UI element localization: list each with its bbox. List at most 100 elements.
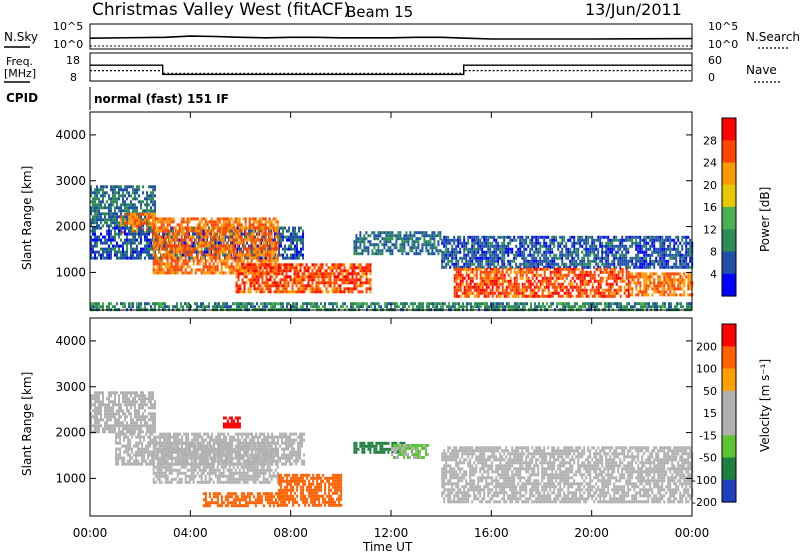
heatmap-cell <box>294 244 296 248</box>
heatmap-cell <box>471 250 474 254</box>
heatmap-cell <box>443 256 446 260</box>
heatmap-cell <box>266 241 268 245</box>
heatmap-cell <box>585 270 588 274</box>
heatmap-cell <box>220 241 222 245</box>
heatmap-cell <box>246 253 249 257</box>
heatmap-cell <box>539 247 542 251</box>
heatmap-cell <box>218 235 220 239</box>
heatmap-cell <box>445 265 448 269</box>
heatmap-cell <box>537 273 540 277</box>
heatmap-cell <box>541 276 544 280</box>
heatmap-cell <box>208 305 210 309</box>
heatmap-cell <box>126 203 128 207</box>
heatmap-cell <box>200 226 203 230</box>
heatmap-cell <box>483 244 486 248</box>
heatmap-cell <box>242 253 245 257</box>
heatmap-cell <box>134 256 136 260</box>
heatmap-cell <box>180 229 183 233</box>
heatmap-cell <box>581 279 584 283</box>
heatmap-cell <box>539 294 542 298</box>
heatmap-cell <box>118 185 120 189</box>
heatmap-cell <box>675 259 678 263</box>
heatmap-cell <box>457 238 460 242</box>
heatmap-cell <box>102 241 104 245</box>
heatmap-cell <box>659 259 662 263</box>
heatmap-cell <box>637 272 640 276</box>
heatmap-cell <box>653 278 656 282</box>
heatmap-cell <box>541 262 544 266</box>
heatmap-cell <box>631 241 634 245</box>
heatmap-cell <box>168 220 171 224</box>
heatmap-cell <box>679 278 682 282</box>
heatmap-cell <box>226 305 228 309</box>
heatmap-cell <box>689 272 692 276</box>
heatmap-cell <box>200 302 202 306</box>
heatmap-cell <box>116 256 118 260</box>
heatmap-cell <box>160 268 163 272</box>
heatmap-cell <box>411 237 414 241</box>
heatmap-cell <box>531 244 534 248</box>
heatmap-cell <box>274 220 277 224</box>
heatmap-cell <box>90 221 92 225</box>
heatmap-cell <box>491 288 494 292</box>
heatmap-cell <box>96 241 98 245</box>
heatmap-cell <box>349 287 352 291</box>
heatmap-cell <box>511 247 514 251</box>
heatmap-cell <box>379 234 382 238</box>
heatmap-cell <box>243 272 246 276</box>
heatmap-cell <box>581 235 584 239</box>
heatmap-cell <box>120 215 123 219</box>
heatmap-cell <box>497 282 500 286</box>
heatmap-cell <box>272 226 275 230</box>
heatmap-cell <box>687 247 690 251</box>
heatmap-cell <box>202 262 205 266</box>
heatmap-cell <box>196 259 199 263</box>
heatmap-cell <box>529 288 532 292</box>
heatmap-cell <box>248 302 250 306</box>
heatmap-cell <box>212 226 215 230</box>
heatmap-cell <box>669 235 672 239</box>
heatmap-cell <box>136 206 138 210</box>
heatmap-cell <box>202 217 205 221</box>
heatmap-cell <box>537 253 540 257</box>
heatmap-cell <box>140 226 142 230</box>
heatmap-cell <box>100 305 102 309</box>
heatmap-cell <box>571 262 574 266</box>
heatmap-cell <box>234 241 237 245</box>
heatmap-cell <box>102 250 104 254</box>
heatmap-cell <box>236 253 239 257</box>
heatmap-cell <box>90 206 92 210</box>
heatmap-cell <box>301 275 304 279</box>
heatmap-cell <box>186 250 188 254</box>
heatmap-cell <box>553 256 556 260</box>
heatmap-cell <box>98 200 100 204</box>
heatmap-cell <box>148 250 150 254</box>
heatmap-cell <box>260 253 263 257</box>
heatmap-cell <box>218 229 221 233</box>
heatmap-cell <box>457 235 460 239</box>
heatmap-cell <box>339 278 342 282</box>
heatmap-cell <box>551 285 554 289</box>
heatmap-cell <box>226 217 229 221</box>
heatmap-cell <box>256 223 259 227</box>
heatmap-cell <box>164 271 167 275</box>
heatmap-cell <box>112 200 114 204</box>
heatmap-cell <box>156 229 159 233</box>
heatmap-cell <box>515 291 518 295</box>
heatmap-cell <box>543 270 546 274</box>
heatmap-cell <box>218 220 221 224</box>
heatmap-cell <box>178 253 181 257</box>
heatmap-cell <box>311 284 314 288</box>
heatmap-cell <box>235 275 238 279</box>
heatmap-cell <box>597 279 600 283</box>
heatmap-cell <box>669 278 672 282</box>
heatmap-cell <box>281 269 284 273</box>
heatmap-cell <box>567 247 570 251</box>
heatmap-cell <box>274 226 277 230</box>
heatmap-cell <box>635 259 638 263</box>
heatmap-cell <box>593 238 596 242</box>
heatmap-cell <box>507 262 510 266</box>
heatmap-cell <box>238 226 241 230</box>
heatmap-cell <box>635 265 638 269</box>
heatmap-cell <box>655 284 658 288</box>
